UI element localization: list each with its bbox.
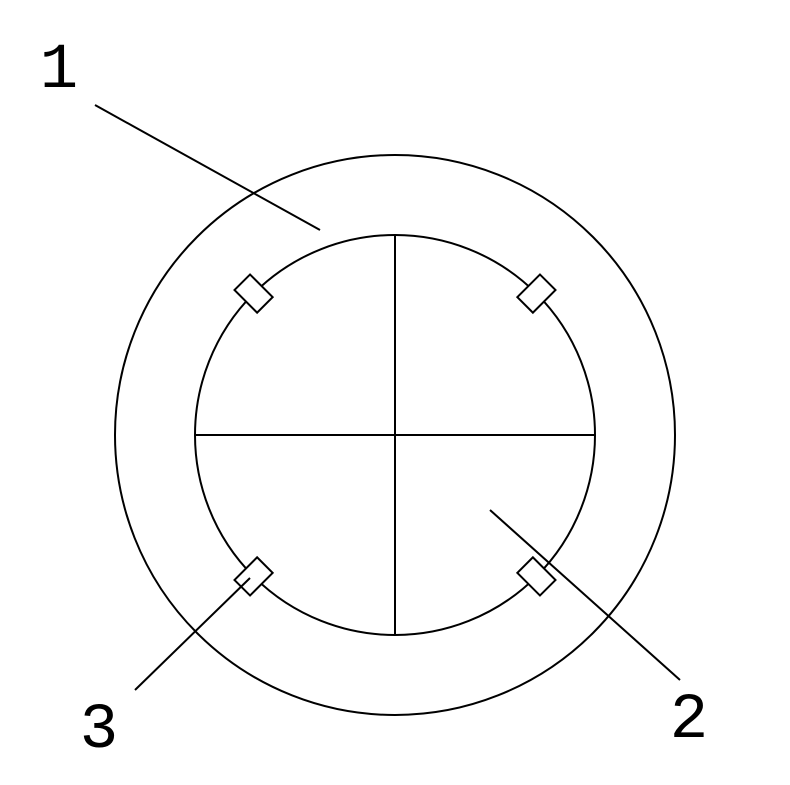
engineering-diagram: 1 2 3: [0, 0, 790, 785]
callout-label-2: 2: [670, 685, 710, 757]
callout-label-3: 3: [80, 695, 120, 767]
callout-label-1: 1: [40, 35, 80, 107]
